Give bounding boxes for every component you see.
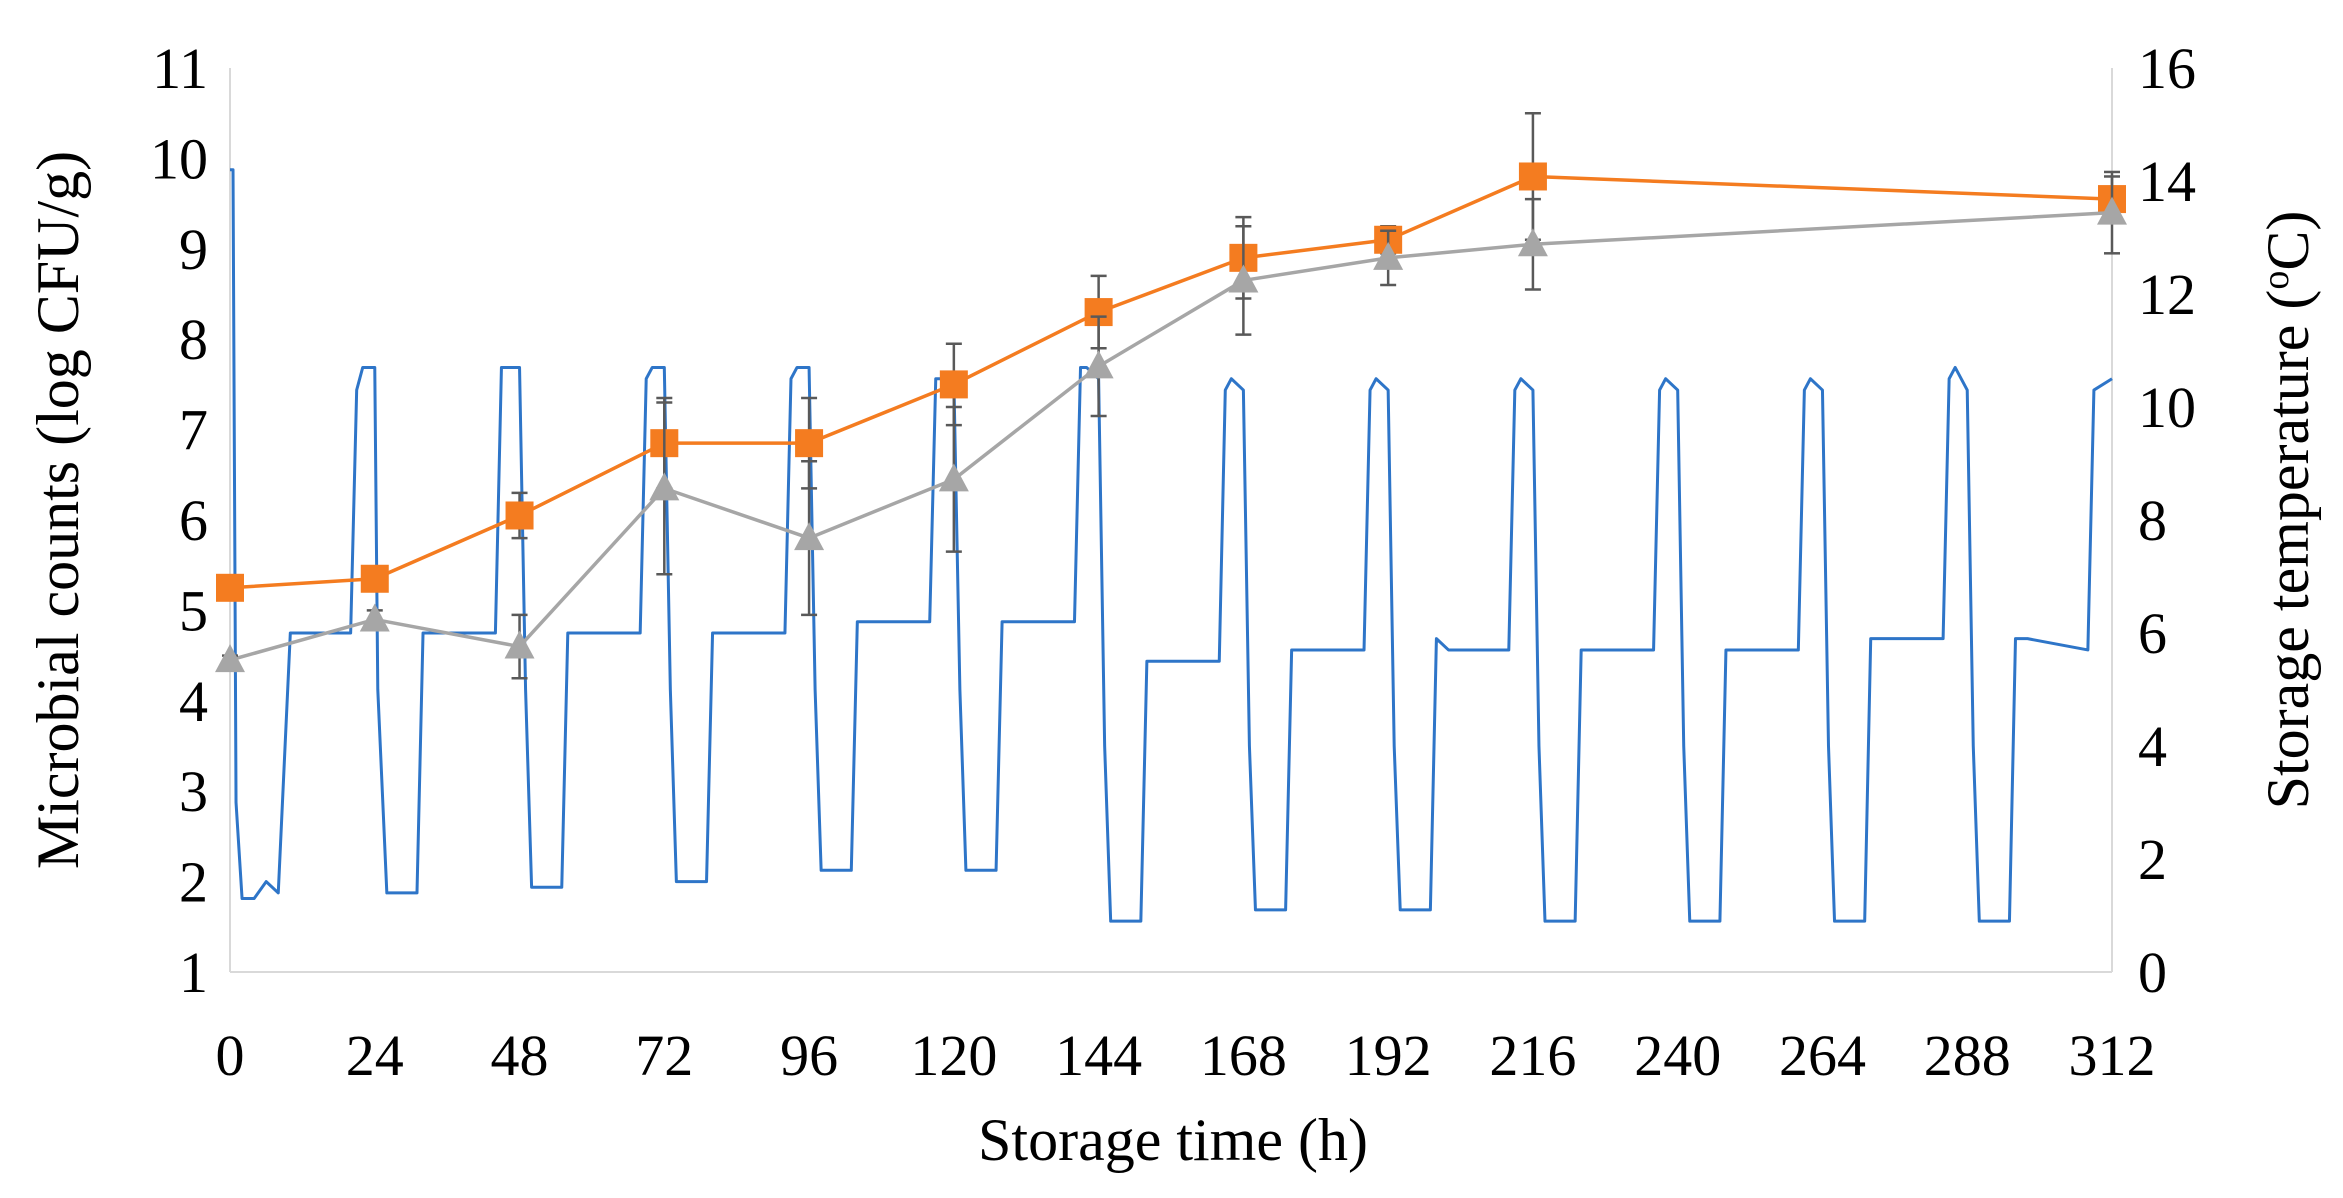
x-tick-label: 0 bbox=[216, 1023, 245, 1088]
x-tick-label: 312 bbox=[2069, 1023, 2156, 1088]
data-point-triangle bbox=[1228, 264, 1259, 293]
series-line-1 bbox=[229, 210, 2113, 662]
data-point-square bbox=[795, 429, 824, 458]
data-point-square bbox=[939, 370, 968, 399]
data-point-triangle bbox=[1373, 241, 1404, 270]
y2-axis-title: Storage temperature (oC) bbox=[2255, 211, 2321, 810]
y-tick-label: 5 bbox=[179, 578, 208, 643]
y2-tick-label: 6 bbox=[2138, 601, 2167, 666]
x-tick-label: 24 bbox=[346, 1023, 404, 1088]
y-tick-label: 10 bbox=[150, 126, 208, 191]
data-point-square bbox=[360, 564, 389, 593]
y-tick-label: 9 bbox=[179, 217, 208, 282]
count-series bbox=[215, 111, 2127, 680]
x-tick-label: 120 bbox=[910, 1023, 997, 1088]
y-tick-label: 3 bbox=[179, 759, 208, 824]
y2-tick-label: 4 bbox=[2138, 714, 2167, 779]
data-point-square bbox=[216, 573, 244, 602]
series-line-2 bbox=[230, 168, 2113, 923]
y2-tick-label: 14 bbox=[2138, 149, 2196, 214]
y-axis-title: Microbial counts (log CFU/g) bbox=[25, 151, 91, 869]
y-tick-label: 7 bbox=[179, 398, 208, 463]
y2-tick-label: 12 bbox=[2138, 262, 2196, 327]
y2-tick-label: 10 bbox=[2138, 375, 2196, 440]
data-point-triangle bbox=[2097, 196, 2127, 225]
data-point-triangle bbox=[215, 644, 245, 673]
y-tick-label: 1 bbox=[179, 940, 208, 1005]
x-tick-label: 240 bbox=[1634, 1023, 1721, 1088]
y2-tick-label: 16 bbox=[2138, 36, 2196, 101]
data-point-triangle bbox=[938, 463, 969, 492]
y-tick-label: 11 bbox=[152, 36, 208, 101]
x-tick-label: 264 bbox=[1779, 1023, 1866, 1088]
y-tick-label: 8 bbox=[179, 307, 208, 372]
data-point-triangle bbox=[1083, 350, 1114, 379]
tick-labels: 0 24 48 72 96 120 144 168 192 216 240 264 288 3121234… bbox=[150, 36, 2196, 1088]
data-point-square bbox=[1518, 162, 1547, 191]
data-point-triangle bbox=[649, 472, 680, 501]
y-tick-label: 4 bbox=[179, 669, 208, 734]
data-point-square bbox=[505, 501, 534, 530]
data-point-triangle bbox=[1517, 228, 1548, 257]
y-tick-label: 6 bbox=[179, 488, 208, 553]
x-tick-label: 216 bbox=[1489, 1023, 1576, 1088]
temperature-series bbox=[230, 168, 2113, 923]
y2-tick-label: 2 bbox=[2138, 827, 2167, 892]
data-point-triangle bbox=[794, 522, 825, 551]
y2-tick-label: 0 bbox=[2138, 940, 2167, 1005]
x-tick-label: 72 bbox=[635, 1023, 693, 1088]
x-tick-label: 192 bbox=[1345, 1023, 1432, 1088]
x-axis-title: Storage time (h) bbox=[978, 1107, 1368, 1173]
x-tick-label: 48 bbox=[491, 1023, 549, 1088]
x-tick-label: 96 bbox=[780, 1023, 838, 1088]
y2-tick-label: 8 bbox=[2138, 488, 2167, 553]
data-point-triangle bbox=[359, 603, 390, 632]
x-tick-label: 288 bbox=[1924, 1023, 2011, 1088]
x-tick-label: 144 bbox=[1055, 1023, 1142, 1088]
y-tick-label: 2 bbox=[179, 850, 208, 915]
x-tick-label: 168 bbox=[1200, 1023, 1287, 1088]
data-point-triangle bbox=[504, 630, 535, 659]
